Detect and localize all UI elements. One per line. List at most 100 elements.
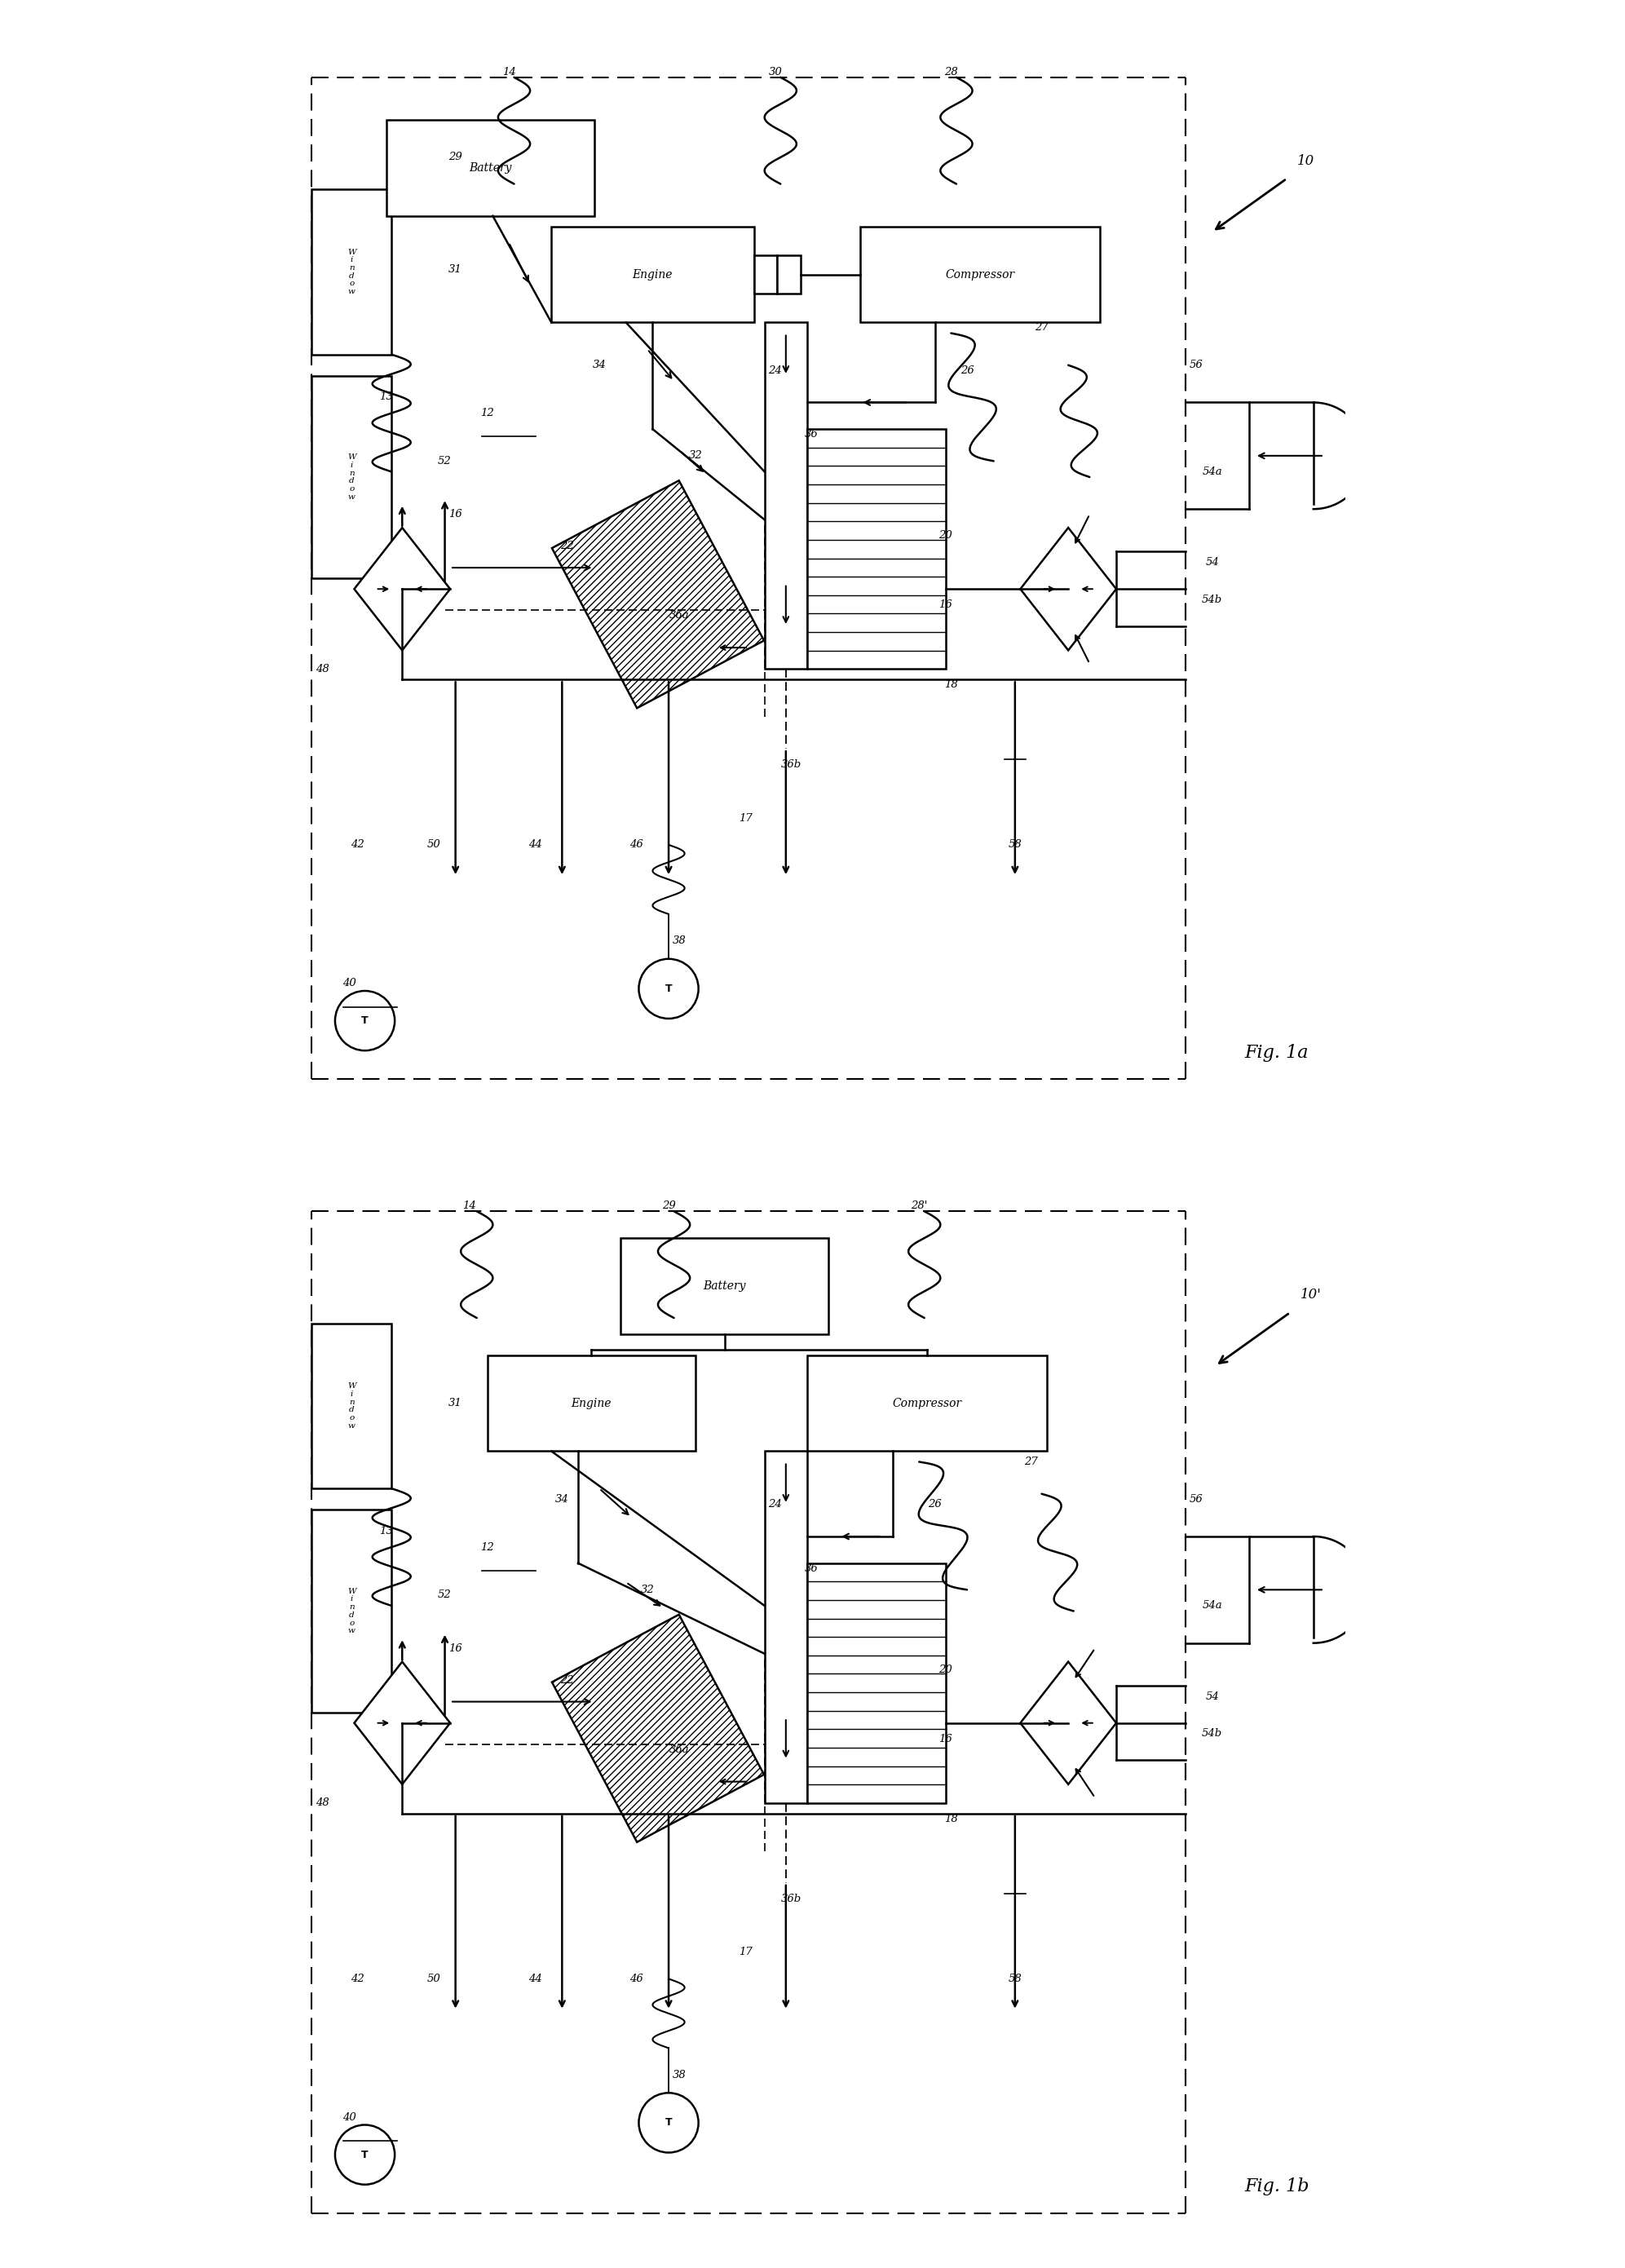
Bar bbox=[312, 376, 392, 578]
Text: 40: 40 bbox=[343, 2112, 356, 2123]
Text: 29: 29 bbox=[449, 152, 461, 163]
Text: 16: 16 bbox=[939, 599, 952, 610]
Text: 12: 12 bbox=[481, 408, 494, 417]
Polygon shape bbox=[1020, 528, 1116, 651]
Text: T: T bbox=[361, 1016, 369, 1025]
Bar bbox=[621, 1238, 829, 1334]
Polygon shape bbox=[1020, 1662, 1116, 1785]
Bar bbox=[754, 256, 777, 295]
Polygon shape bbox=[552, 1615, 764, 1842]
Text: 58: 58 bbox=[1008, 1973, 1022, 1984]
Circle shape bbox=[335, 2125, 395, 2184]
Text: 26: 26 bbox=[960, 365, 973, 376]
Text: 54a: 54a bbox=[1202, 1601, 1222, 1610]
Text: 36b: 36b bbox=[782, 760, 801, 771]
Bar bbox=[808, 1563, 946, 1803]
Text: 44: 44 bbox=[528, 1973, 543, 1984]
Text: 13: 13 bbox=[379, 392, 393, 401]
Bar bbox=[487, 1356, 696, 1452]
Text: 16: 16 bbox=[939, 1733, 952, 1744]
Text: 27: 27 bbox=[1035, 322, 1048, 333]
Text: 18: 18 bbox=[944, 1814, 957, 1823]
Text: 14: 14 bbox=[463, 1200, 476, 1211]
Text: W
i
n
d
o
w: W i n d o w bbox=[348, 1588, 356, 1635]
Text: 27: 27 bbox=[1024, 1456, 1038, 1467]
Text: 48: 48 bbox=[315, 1799, 330, 1808]
Polygon shape bbox=[354, 528, 450, 651]
Text: Battery: Battery bbox=[704, 1279, 746, 1293]
Text: 10': 10' bbox=[1300, 1288, 1321, 1302]
Circle shape bbox=[335, 991, 395, 1050]
Text: 42: 42 bbox=[351, 1973, 364, 1984]
Text: 54: 54 bbox=[1206, 1692, 1219, 1701]
Text: 54b: 54b bbox=[1202, 1728, 1222, 1740]
Circle shape bbox=[639, 959, 699, 1018]
Bar bbox=[312, 188, 392, 354]
Bar bbox=[808, 1356, 1046, 1452]
Text: 34: 34 bbox=[556, 1495, 569, 1504]
Text: 44: 44 bbox=[528, 839, 543, 850]
Text: 36b: 36b bbox=[782, 1894, 801, 1905]
Text: W
i
n
d
o
w: W i n d o w bbox=[348, 249, 356, 295]
Text: Fig. 1a: Fig. 1a bbox=[1245, 1043, 1308, 1061]
Text: 29: 29 bbox=[661, 1200, 676, 1211]
Text: 56: 56 bbox=[1190, 1495, 1202, 1504]
Circle shape bbox=[639, 2093, 699, 2152]
Bar bbox=[764, 322, 808, 669]
Text: 58: 58 bbox=[1008, 839, 1022, 850]
Text: 20: 20 bbox=[939, 1665, 952, 1676]
Bar bbox=[312, 1322, 392, 1488]
Text: 56: 56 bbox=[1190, 361, 1202, 370]
Polygon shape bbox=[354, 1662, 450, 1785]
Text: 16: 16 bbox=[449, 1642, 461, 1653]
Text: 31: 31 bbox=[449, 263, 461, 274]
Text: 50: 50 bbox=[427, 1973, 440, 1984]
Text: 22: 22 bbox=[561, 1676, 574, 1685]
Text: 36a: 36a bbox=[670, 610, 689, 621]
Text: 17: 17 bbox=[738, 1946, 752, 1957]
Text: 20: 20 bbox=[939, 531, 952, 542]
Text: 52: 52 bbox=[439, 1590, 452, 1601]
Text: T: T bbox=[361, 2150, 369, 2159]
Text: Battery: Battery bbox=[468, 163, 512, 175]
Text: 12: 12 bbox=[481, 1542, 494, 1551]
Text: 26: 26 bbox=[928, 1499, 942, 1510]
Text: Compressor: Compressor bbox=[946, 270, 1016, 281]
Bar bbox=[387, 120, 595, 215]
Text: T: T bbox=[665, 984, 673, 993]
Bar bbox=[777, 256, 801, 295]
Text: Compressor: Compressor bbox=[892, 1397, 962, 1408]
Text: 46: 46 bbox=[630, 1973, 643, 1984]
Text: 17: 17 bbox=[738, 812, 752, 823]
Text: 46: 46 bbox=[630, 839, 643, 850]
Text: 38: 38 bbox=[673, 2068, 686, 2080]
Text: 31: 31 bbox=[449, 1397, 461, 1408]
Text: 32: 32 bbox=[689, 451, 702, 460]
Text: 36a: 36a bbox=[670, 1744, 689, 1755]
Text: Engine: Engine bbox=[570, 1397, 611, 1408]
Text: 28': 28' bbox=[910, 1200, 928, 1211]
Text: 10: 10 bbox=[1297, 154, 1315, 168]
Text: 30: 30 bbox=[769, 66, 782, 77]
Text: 14: 14 bbox=[502, 66, 515, 77]
Bar bbox=[764, 1452, 808, 1803]
Text: 34: 34 bbox=[593, 361, 606, 370]
Text: 22: 22 bbox=[561, 542, 574, 551]
Text: 54: 54 bbox=[1206, 558, 1219, 567]
Bar bbox=[551, 227, 754, 322]
Polygon shape bbox=[552, 481, 764, 708]
Text: 32: 32 bbox=[640, 1585, 655, 1594]
Text: 24: 24 bbox=[769, 1499, 782, 1510]
Text: Engine: Engine bbox=[632, 270, 673, 281]
Text: 36: 36 bbox=[804, 429, 819, 440]
Text: 24: 24 bbox=[769, 365, 782, 376]
Bar bbox=[312, 1510, 392, 1712]
Text: 13: 13 bbox=[379, 1526, 393, 1535]
Text: 28: 28 bbox=[944, 66, 957, 77]
Text: 48: 48 bbox=[315, 665, 330, 674]
Bar bbox=[808, 429, 946, 669]
Text: 54a: 54a bbox=[1202, 467, 1222, 476]
Bar bbox=[861, 227, 1100, 322]
Text: 38: 38 bbox=[673, 934, 686, 946]
Text: Fig. 1b: Fig. 1b bbox=[1245, 2177, 1310, 2195]
